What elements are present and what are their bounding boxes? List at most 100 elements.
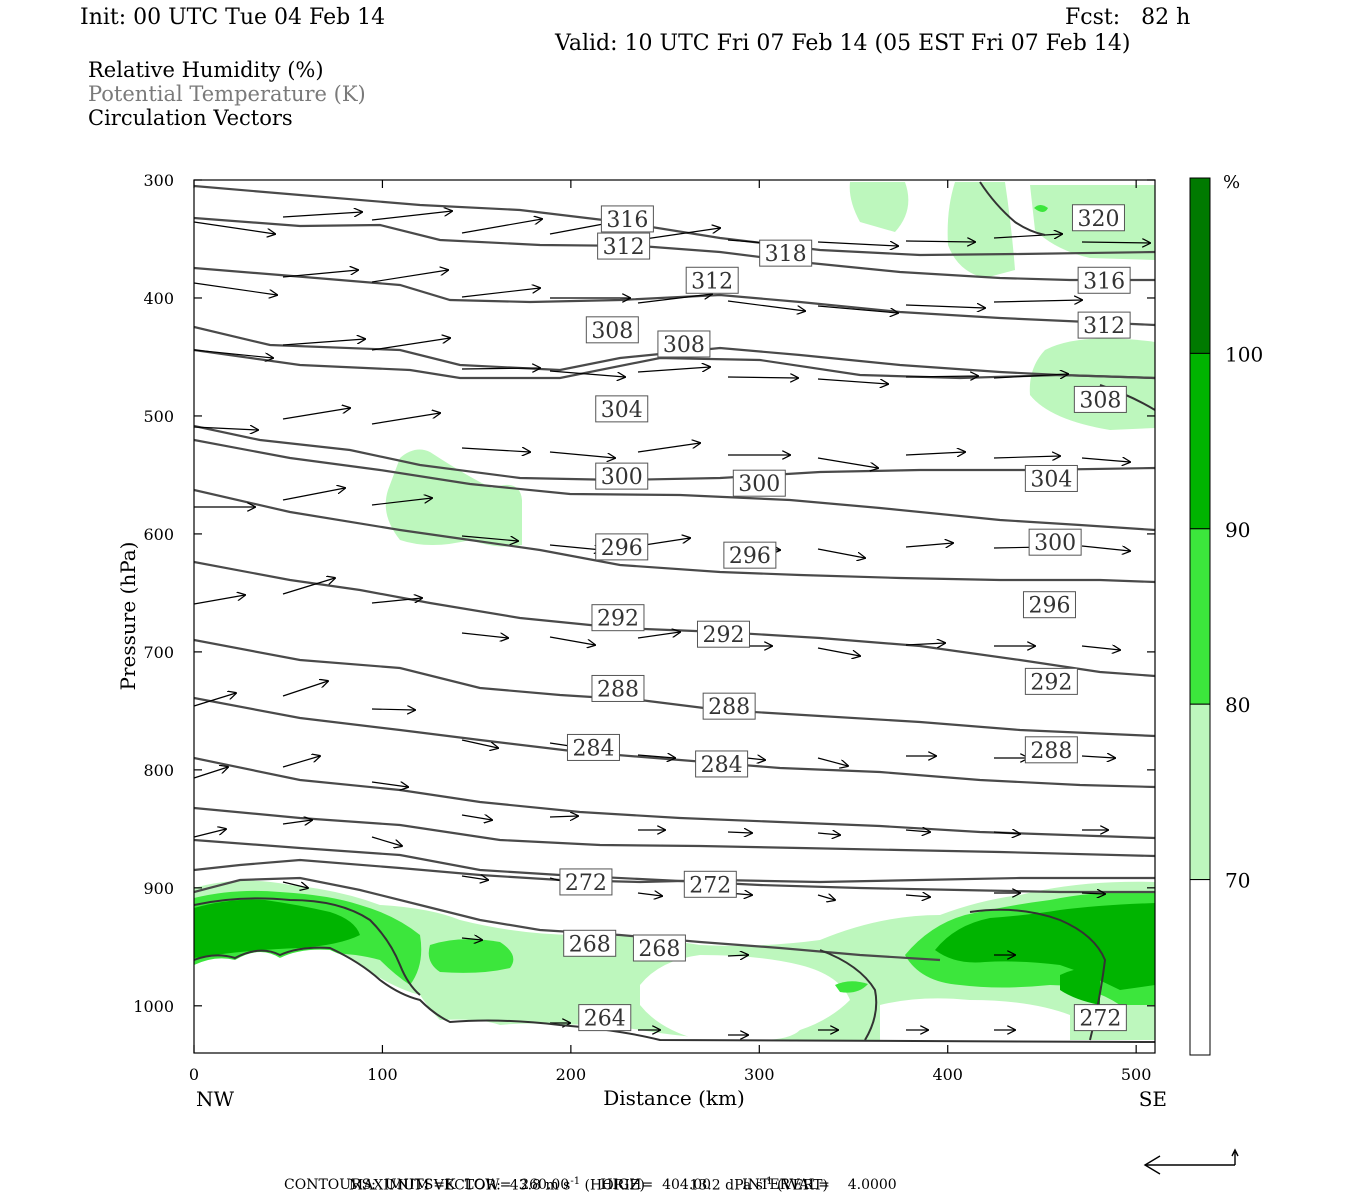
circulation-vector (817, 305, 898, 313)
theta-label-box (566, 733, 620, 761)
theta-label-text: 292 (597, 607, 639, 632)
unit-exponent: -1 (570, 1176, 581, 1187)
theta-label-box (1028, 528, 1082, 556)
theta-label-text: 312 (691, 269, 733, 294)
theta-label-box (595, 533, 649, 561)
contour-272-arc (979, 181, 1046, 236)
circulation-vector (549, 451, 615, 458)
potential-temperature-contours (194, 184, 1155, 962)
unit-exponent: -1 (762, 1176, 773, 1187)
theta-label: 296 (1022, 591, 1076, 619)
forecast-hour: Fcst: 82 h (1065, 5, 1191, 30)
colorbar-label: 70 (1225, 869, 1250, 893)
rh-patch-70 (849, 182, 909, 232)
theta-label: 288 (591, 674, 645, 702)
reference-vector (1143, 1148, 1239, 1175)
circulation-vector (371, 836, 402, 846)
legend-rh: Relative Humidity (%) (88, 58, 324, 82)
y-tick-label: 1000 (133, 997, 174, 1016)
theta-label-text: 308 (591, 319, 633, 344)
circulation-vector (1081, 646, 1120, 650)
circulation-vector (371, 709, 415, 710)
circulation-vector (193, 349, 273, 358)
theta-label: 300 (732, 469, 786, 497)
circulation-vector (905, 452, 965, 455)
colorbar-label: 80 (1225, 693, 1250, 717)
circulation-vector (727, 955, 748, 956)
circulation-vector (727, 832, 752, 833)
circulation-vectors (193, 211, 1150, 1035)
rh-low-90 (1060, 968, 1100, 1005)
theta-label-box (685, 266, 739, 294)
valid-time: Valid: 10 UTC Fri 07 Feb 14 (05 EST Fri … (555, 31, 1131, 56)
theta-label-text: 264 (584, 1007, 626, 1032)
theta-label-box (563, 929, 617, 957)
theta-contour-line (194, 858, 1155, 884)
theta-label-box (591, 604, 645, 632)
circulation-vector (817, 833, 840, 835)
circulation-vector (905, 830, 930, 832)
theta-label: 312 (1077, 311, 1131, 339)
rh-patch-70 (947, 182, 1015, 278)
circulation-vector (461, 448, 530, 452)
rh-clear (640, 955, 850, 1040)
theta-contour-line (194, 756, 1155, 840)
theta-contour-line (194, 488, 1155, 584)
y-tick-label: 800 (143, 761, 174, 780)
theta-label-text: 268 (638, 937, 680, 962)
theta-label: 292 (591, 604, 645, 632)
circulation-vector (461, 288, 540, 298)
theta-label-box (1073, 385, 1127, 413)
theta-label: 288 (702, 692, 756, 720)
circulation-vector (282, 408, 350, 420)
circulation-vector (817, 647, 860, 656)
y-tick-label: 700 (143, 643, 174, 662)
circulation-vector (637, 893, 662, 896)
y-axis-label: Pressure (hPa) (116, 542, 140, 691)
theta-label-box (702, 692, 756, 720)
circulation-vector (282, 578, 335, 595)
theta-label: 268 (563, 929, 617, 957)
y-tick-label: 500 (143, 407, 174, 426)
theta-label-text: 296 (1028, 594, 1070, 619)
right-end-label: SE (1139, 1087, 1167, 1111)
circulation-vector (817, 242, 898, 246)
theta-label-box (559, 868, 613, 896)
circulation-vector (817, 757, 848, 766)
y-tick-label: 900 (143, 879, 174, 898)
vert-tag: (VERT) (777, 1177, 828, 1194)
colorbar-swatch (1189, 703, 1211, 881)
theta-label-text: 312 (603, 235, 645, 260)
x-tick-label: 300 (744, 1065, 775, 1084)
rh-low-80 (835, 981, 868, 993)
theta-label-text: 296 (729, 544, 771, 569)
y-tick-label: 300 (143, 171, 174, 190)
rh-patch-70 (1029, 338, 1155, 430)
circulation-vector (817, 378, 888, 384)
rh-low-80 (428, 939, 514, 973)
circulation-vector (461, 632, 508, 638)
theta-contour-line (194, 696, 1155, 789)
theta-label: 308 (585, 316, 639, 344)
theta-label-box (1077, 311, 1131, 339)
theta-label: 292 (1024, 667, 1078, 695)
theta-contour-line (194, 838, 1155, 894)
circulation-vector (727, 377, 798, 378)
x-tick-label: 0 (189, 1065, 199, 1084)
circulation-vector (461, 815, 492, 820)
circulation-vector (461, 535, 518, 541)
circulation-vector (905, 543, 953, 547)
legend-vectors: Circulation Vectors (88, 106, 293, 130)
colorbar-unit: % (1223, 172, 1240, 193)
theta-label-box (585, 316, 639, 344)
circulation-vector (549, 636, 595, 645)
theta-label-text: 292 (702, 623, 744, 648)
theta-label-box (1024, 736, 1078, 764)
colorbar-swatch (1189, 528, 1211, 705)
theta-contour-line (194, 560, 1155, 678)
theta-label-box (597, 232, 651, 260)
circulation-vector (371, 781, 408, 787)
circulation-vector (637, 228, 720, 241)
circulation-vector (993, 456, 1060, 458)
